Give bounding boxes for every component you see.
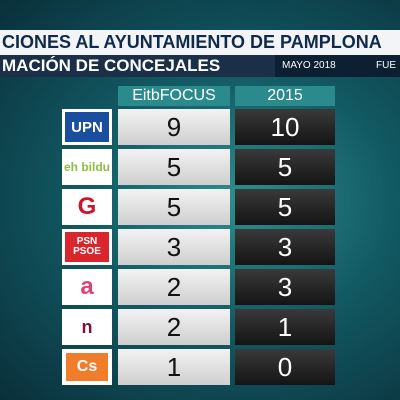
date: MAYO 2018 [282,60,336,71]
previous-seats: 1 [235,309,335,345]
focus-seats: 5 [118,149,230,185]
previous-seats: 10 [235,109,335,145]
previous-seats: 5 [235,149,335,185]
focus-seats: 9 [118,109,230,145]
focus-seats: 3 [118,229,230,265]
focus-seats: 1 [118,349,230,385]
party-logo: UPN [62,109,112,145]
party-logo: PSN PSOE [62,229,112,265]
focus-seats: 5 [118,189,230,225]
source: FUE [376,60,396,71]
previous-seats: 3 [235,229,335,265]
party-logo: G [62,189,112,225]
party-logo: n [62,309,112,345]
focus-seats: 2 [118,269,230,305]
party-logo: eh bildu [62,149,112,185]
previous-seats: 5 [235,189,335,225]
column-header: 2015 [235,86,335,106]
subtitle: MACIÓN DE CONCEJALES [0,55,275,77]
previous-seats: 3 [235,269,335,305]
party-logo: a [62,269,112,305]
focus-seats: 2 [118,309,230,345]
previous-seats: 0 [235,349,335,385]
party-logo: Cs [62,349,112,385]
title: CIONES AL AYUNTAMIENTO DE PAMPLONA [0,30,400,55]
column-header: EitbFOCUS [118,86,230,106]
